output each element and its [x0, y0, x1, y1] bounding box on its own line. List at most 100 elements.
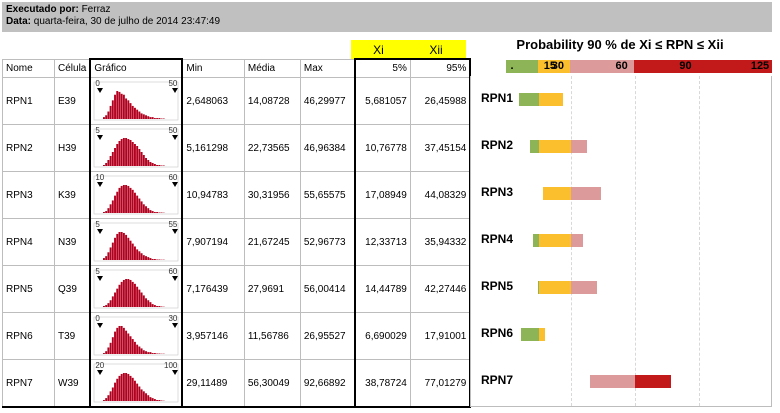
histogram-svg [94, 316, 179, 356]
range-bar-segment [521, 328, 539, 341]
graph-max-label: 100 [164, 361, 178, 370]
histogram-bar [105, 211, 108, 213]
upper-marker-icon[interactable] [172, 182, 179, 187]
graph-max-label: 50 [168, 126, 178, 135]
histogram-bar [103, 212, 106, 213]
executed-by-line: Executado por: Ferraz [6, 4, 768, 16]
cell-grafico: 5 60 [89, 265, 184, 313]
histogram-svg [94, 81, 179, 121]
histogram-bar [143, 350, 146, 354]
graph-max-label: 55 [168, 220, 178, 229]
lower-marker-icon[interactable] [97, 182, 104, 187]
histogram-bar [103, 400, 106, 401]
upper-marker-icon[interactable] [172, 135, 179, 140]
cell-p95: 44,08329 [410, 171, 472, 219]
histogram-bar [152, 117, 154, 119]
cell-min: 7,907194 [182, 218, 245, 266]
histogram-bar [112, 296, 115, 307]
histogram-bar [114, 237, 117, 260]
cell-min: 2,648063 [182, 77, 245, 125]
histogram-bar [147, 257, 150, 260]
graph-min-label: 5 [95, 267, 100, 276]
histogram-bar [127, 185, 130, 213]
lower-marker-icon[interactable] [97, 323, 104, 328]
cell-grafico: 0 30 [89, 312, 184, 360]
histogram-bar [143, 114, 146, 119]
histogram-bar [140, 389, 143, 401]
histogram-bar [112, 100, 115, 119]
histogram-bar [109, 342, 112, 354]
histogram-bar [121, 139, 123, 166]
histogram-frame [94, 269, 179, 309]
range-bar-segment [529, 140, 539, 153]
scale-segment-1 [537, 60, 570, 73]
histogram-bar [103, 306, 106, 307]
range-bar-segment [570, 187, 601, 200]
range-row-label: RPN7 [481, 373, 514, 387]
col-grafico: Gráfico [89, 58, 184, 78]
graph-min-label: 0 [95, 314, 100, 323]
histogram-bar [127, 100, 130, 119]
histogram-frame [94, 81, 179, 121]
cell-p95: 26,45988 [410, 77, 472, 125]
histogram-bar [103, 165, 106, 166]
histogram-bar [118, 187, 121, 213]
histogram-bar [154, 259, 157, 260]
col-celula: Célula [54, 58, 91, 78]
histogram: 5 60 [92, 266, 180, 312]
upper-marker-icon[interactable] [172, 323, 179, 328]
lower-marker-icon[interactable] [97, 229, 104, 234]
executed-by-value: Ferraz [81, 4, 111, 15]
range-bar-segment [570, 281, 597, 294]
lower-marker-icon[interactable] [97, 370, 104, 375]
upper-marker-icon[interactable] [172, 370, 179, 375]
range-bar-segment [634, 375, 671, 388]
histogram-bar [160, 165, 163, 166]
range-row-label: RPN6 [481, 326, 514, 340]
cell-celula: E39 [54, 77, 91, 125]
histogram-bar [109, 247, 112, 260]
histogram-bar [132, 281, 135, 307]
lower-marker-icon[interactable] [97, 276, 104, 281]
histogram-frame [94, 128, 179, 168]
histogram-bar [132, 377, 135, 401]
range-row-label: RPN2 [481, 138, 514, 152]
histogram-bar [114, 148, 117, 166]
scale-zero-mark: . [510, 60, 514, 72]
histogram-bar [118, 91, 121, 119]
table-row: RPN5 Q39 5 60 7,176439 27,9691 56,00414 14,4478… [2, 265, 472, 313]
cell-p95: 77,01279 [410, 359, 472, 408]
upper-marker-icon[interactable] [172, 276, 179, 281]
cell-max: 52,96773 [300, 218, 356, 266]
histogram-bar [156, 165, 159, 166]
histogram-bar [127, 279, 130, 307]
lower-marker-icon[interactable] [97, 88, 104, 93]
histogram-bar [149, 352, 152, 354]
histogram-bar [127, 333, 130, 354]
histogram-bar [121, 232, 123, 260]
histogram-bar [107, 347, 110, 354]
histogram-bar [118, 326, 121, 354]
cell-media: 21,67245 [244, 218, 301, 266]
histogram-bar [154, 353, 157, 354]
col-max: Max [300, 58, 356, 78]
histogram-bar [154, 212, 157, 213]
upper-marker-icon[interactable] [172, 88, 179, 93]
histogram-bar [129, 279, 132, 307]
lower-marker-icon[interactable] [97, 135, 104, 140]
scale-segment-2 [569, 60, 634, 73]
histogram-bar [112, 387, 115, 401]
histogram: 0 50 [92, 78, 180, 124]
cell-nome: RPN3 [2, 171, 55, 219]
histogram-bar [156, 400, 159, 401]
probability-panel: RPN1 RPN2 RPN3 RPN4 RPN5 RPN6 RPN7 [470, 76, 772, 407]
graph-min-label: 5 [95, 220, 100, 229]
histogram-bar [123, 94, 126, 119]
graph-min-label: 20 [95, 361, 105, 370]
histogram-bar [103, 117, 106, 119]
report-header: Executado por: Ferraz Data: quarta-feira… [2, 2, 772, 32]
histogram-svg [94, 175, 179, 215]
upper-marker-icon[interactable] [172, 229, 179, 234]
histogram-bar [123, 327, 126, 354]
histogram-bar [116, 191, 119, 213]
